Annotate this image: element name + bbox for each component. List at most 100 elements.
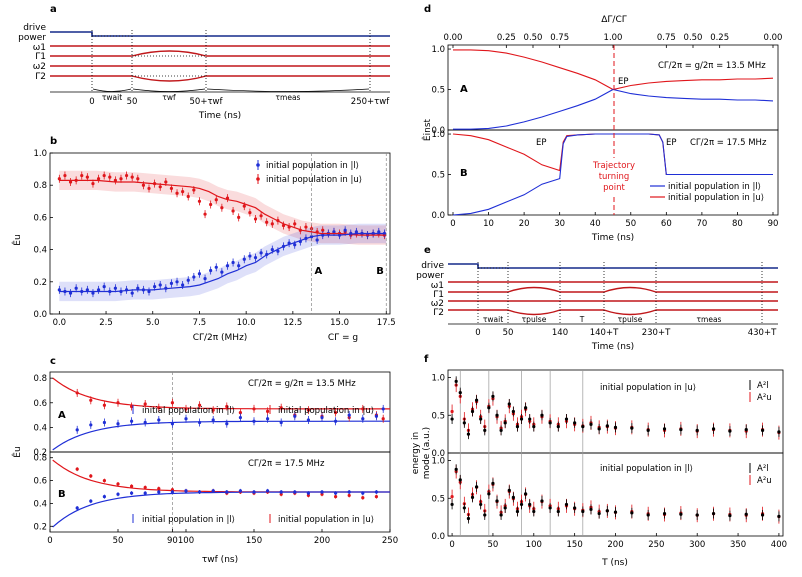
panel-f-top-ytick-label: 0.0 <box>431 449 445 459</box>
panel-f-top-l-point <box>515 424 520 429</box>
panel-d-bottom-ep-2: EP <box>666 138 677 148</box>
panel-f-bottom-l-point <box>499 513 503 517</box>
panel-c-top-u-point <box>361 407 365 411</box>
panel-b-u-point <box>197 199 202 203</box>
panel-b-u-point <box>293 222 297 226</box>
panel-c-bottom-l-point <box>361 491 365 495</box>
panel-c-bottom-l-point <box>198 490 202 494</box>
panel-f-legend-top-l: A²l <box>757 381 769 391</box>
panel-e-tick-0: 0 <box>475 328 480 338</box>
panel-f-bottom-l-point <box>466 516 471 521</box>
panel-d-ticks: 0.00.51.00.00.51.00 10 20 30 40 50 60 70 80 900.0… <box>431 33 782 229</box>
panel-f-top-l-point <box>613 425 618 429</box>
panel-b-u-point <box>231 209 235 213</box>
panel-b-xlabel: CΓ/2π (MHz) <box>193 333 248 343</box>
panel-f-bottom-l-point <box>458 478 462 482</box>
panel-c-xtick-label: 150 <box>246 536 262 546</box>
panel-c-top-l-point <box>320 415 324 420</box>
panel-b-frame <box>49 152 391 315</box>
panel-f-xtick-label: 350 <box>730 540 746 550</box>
panel-b-u-point <box>102 173 106 178</box>
panel-a-row-drive: drive <box>23 23 46 33</box>
panel-f-bottom-l-point <box>479 502 483 507</box>
panel-b-l-point <box>242 257 246 261</box>
panel-c-top-u-point <box>89 398 93 402</box>
panel-b-u-point <box>91 181 95 186</box>
panel-a-label-twf: τwf <box>162 93 176 102</box>
panel-f-top-l-point <box>573 421 577 425</box>
panel-f-xtick-label: 400 <box>771 540 787 550</box>
panel-f-bottom-l-point <box>777 514 781 518</box>
panel-c-xtick-label: 200 <box>314 536 330 546</box>
panel-c-top-u-point <box>225 404 229 409</box>
panel-f-top-l-point <box>711 427 716 431</box>
panel-c-xtick-label: 50 <box>113 536 124 546</box>
panel-f-bottom-l-point <box>491 481 495 485</box>
panel-c-bottom-u-point <box>374 494 378 499</box>
panel-f-bottom-l-point <box>495 499 499 503</box>
panel-c-top-u-point <box>116 401 120 405</box>
panel-c-legend-top-l: initial population in |l⟩ <box>142 406 235 416</box>
panel-f-bottom-l-point <box>662 511 667 516</box>
panel-b-marker-a: A <box>315 266 323 277</box>
panel-c-top-l-point <box>102 420 106 425</box>
panel-f-xtick-label: 100 <box>526 540 542 550</box>
panel-f-bottom-l-point <box>483 513 487 517</box>
panel-f-bottom-l-point <box>679 512 683 516</box>
panel-d-bottom-frame <box>447 129 779 216</box>
panel-b-l-point <box>175 280 179 284</box>
panel-f-bottom-l-point <box>573 506 577 510</box>
panel-b-u-point <box>242 204 246 208</box>
panel-b-xtick-label: 0.0 <box>53 318 67 328</box>
panel-c-bottom-u-point <box>306 493 310 498</box>
panel-f-top-l-point <box>519 417 524 421</box>
panel-b-l-point <box>377 230 381 234</box>
panel-c-top-u-point <box>102 403 106 407</box>
panel-f-xtick-label: 300 <box>689 540 705 550</box>
panel-b-l-point <box>181 283 185 287</box>
panel-b-l-point <box>186 278 190 282</box>
panel-f-bottom-l-point <box>630 511 634 515</box>
panel-f-xtick-label: 0 <box>449 540 454 550</box>
panel-f-marks <box>450 376 781 524</box>
panel-b-u-point <box>124 173 129 178</box>
panel-c-bottom-l-point <box>374 490 378 494</box>
panel-c-bottom-l-point <box>184 489 188 493</box>
panel-d-xtick-label: 90 <box>768 219 779 229</box>
panel-c-bottom-u-point <box>320 492 324 496</box>
panel-f-bottom-l-point <box>454 467 458 471</box>
panel-a-gamma2-trace <box>50 75 390 82</box>
panel-b-u-point <box>270 222 274 226</box>
panel-c-bottom-ytick-label: 0.8 <box>33 454 47 464</box>
panel-d-xtick-label: 80 <box>732 219 743 229</box>
panel-d-top-axis-label: 0.50 <box>524 33 543 43</box>
panel-b-u-point <box>253 217 258 221</box>
panel-b-l-point <box>214 265 218 269</box>
panel-a-label-twait: τwait <box>102 93 122 102</box>
panel-d-bottom-line-l <box>452 133 773 216</box>
panel-d-xtick-label: 40 <box>590 219 601 229</box>
panel-c-top-l-point <box>89 423 93 427</box>
panel-b-u-point <box>68 180 73 184</box>
panel-f-bottom-l-point <box>511 495 515 500</box>
panel-c-top-u-point <box>198 403 202 407</box>
panel-f-legend-top: A²l A²u <box>749 380 772 403</box>
panel-e-row-omega1: ω1 <box>431 281 444 291</box>
panel-b-l-point <box>113 286 117 290</box>
panel-f-bottom-l-point <box>515 509 520 514</box>
panel-f-top-l-point <box>503 421 507 425</box>
panel-f-bottom-l-point <box>503 506 507 510</box>
panel-c-bottom-l-point <box>334 491 338 495</box>
panel-f-ylabel-2: mode (a.u.) <box>422 427 432 479</box>
panel-c-top-ytick-label: 0.6 <box>33 399 47 409</box>
panel-e-tick-140T: 140+T <box>590 328 619 338</box>
panel-c-top-u-point <box>266 409 270 413</box>
panel-c-top-u-point <box>252 407 256 411</box>
panel-b-l-point <box>136 286 140 290</box>
panel-b-model-l <box>59 232 387 293</box>
panel-a-brace-meas <box>206 88 370 92</box>
panel-f: f 0.00.51.00.00.51.00 50 100 150 200 250 300 35… <box>411 354 787 568</box>
panel-f-top-l-point <box>630 426 634 430</box>
panel-f-top-l-point <box>728 429 732 433</box>
panel-c-top-ytick-label: 0.2 <box>33 448 47 458</box>
